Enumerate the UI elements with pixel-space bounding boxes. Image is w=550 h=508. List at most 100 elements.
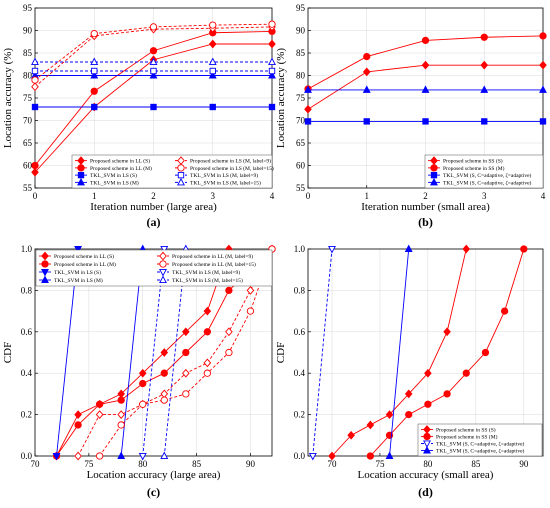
chart-d-legend-marker [423,432,431,441]
chart-c-x-axis-label: Location accuracy (large area) [87,469,221,481]
chart-c-legend-entry: TKL_SVM in LS (M, label=9) [172,269,240,276]
chart-c-series-6-point [160,245,169,254]
chart-d-legend-entry: Proposed scheme in SS (S) [436,427,496,434]
chart-d: 70 75 80 85 90 0.0 0.2 0.4 0.6 0.8 1.0 Location acc… [275,244,544,499]
chart-c-series-5 [95,245,276,460]
chart-b-legend-marker [430,164,438,172]
chart-a-series-0-point [268,39,276,49]
chart-a-ytick-label: 75 [23,93,33,103]
chart-c-series-7-point [160,451,169,460]
chart-a-series-0-point [208,39,217,49]
chart-a-series-1-point [31,161,39,170]
chart-c-legend-marker [159,260,167,268]
chart-b-series-2-point [304,118,312,125]
chart-b-xtick-label: 1 [365,191,370,201]
chart-c-series-1-point [160,369,168,377]
chart-a-legend-marker [77,177,85,186]
chart-d-legend-marker [423,440,431,448]
chart-d-y-axis-label: CDF [275,342,287,363]
chart-b-x-axis-label: Iteration number (small area) [361,201,490,213]
chart-c-series-0-point [160,348,169,357]
chart-d-ytick-label: 0.0 [294,451,306,461]
chart-c-xtick-label: 80 [138,459,148,469]
chart-d-series-1-point [462,369,470,377]
chart-c-legend-marker [41,268,49,277]
chart-d-legend-entry: TKL_SVM (S, C=adaptive, ζ=adaptive) [436,448,525,455]
chart-a-series-5-point [149,23,158,31]
chart-d-series-0-point [404,389,413,399]
chart-d-xtick-label: 80 [423,459,433,469]
chart-a-series-6-point [209,67,216,75]
chart-a-legend-marker [177,171,185,179]
chart-a-series-4-point [31,82,39,92]
chart-c-legend-marker [159,268,167,277]
chart-b-xtick-label: 3 [482,191,487,201]
chart-d-series-3-line [389,248,410,457]
chart-b-ytick-label: 55 [296,183,306,193]
chart-c-series-3-point [117,451,126,460]
chart-a-legend-entry: TKL_SVM in LS (M, label=15) [190,179,261,186]
chart-c-legend-box [35,249,273,287]
chart-c-legend-entry: TKL_SVM in LS (M) [54,277,103,284]
chart-a-series-2-point [91,103,98,111]
chart-b-series-2-point [422,118,429,125]
chart-d-series-2 [308,245,336,461]
chart-d-series-1-point [481,348,490,357]
chart-a-xtick-label: 0 [33,191,38,201]
chart-a-series-1-point [90,87,98,95]
chart-a-series-3-point [268,71,276,79]
chart-a-legend-entry: Proposed scheme in LL (S) [90,158,150,165]
chart-a-legend-entry: TKL_SVM in LS (S) [90,172,137,179]
chart-b-legend-marker [430,177,438,186]
chart-d-series-1-point [500,307,509,315]
chart-c-ytick-label: 0.6 [21,327,33,337]
chart-b-series-3-point [421,85,430,93]
chart-b-ytick-label: 90 [296,26,306,36]
chart-a-series-3-point [149,71,158,79]
chart-b-legend-box [424,154,544,189]
chart-d-legend-marker [423,446,431,454]
chart-d-series-0-point [328,451,336,461]
chart-d-series-0-point [366,420,375,430]
chart-c-series-5-point [160,396,168,404]
chart-c-legend: Proposed scheme in LL (S)Proposed scheme… [35,249,273,287]
chart-c-series-1-point [182,348,190,357]
chart-b-xtick-label: 2 [423,191,428,201]
chart-b-series-0-point [539,60,547,70]
chart-b-y-axis-label: Location accuracy (%) [275,48,287,148]
chart-b-series-1-point [480,33,488,41]
chart-a-legend-marker [177,177,185,186]
chart-d-series-3-point [404,244,413,253]
chart-d-legend-entry: TKL_SVM (S, C=adaptive, ζ=adaptive) [436,441,525,448]
chart-c-series-4-point [246,286,255,295]
chart-a-series-7-point [90,57,99,66]
chart-d-series-1 [366,245,528,460]
chart-b-series-2 [304,118,547,125]
chart-b-legend-marker [430,171,438,179]
chart-c-series-6-point [138,452,147,461]
chart-b-ytick-label: 60 [296,161,306,171]
chart-a-ytick-label: 70 [23,116,33,126]
chart-a-legend-marker [77,171,85,179]
chart-c-series-4-line [77,248,273,457]
chart-a-series-6-point [31,67,39,75]
chart-c-legend-entry: Proposed scheme in LL (S) [54,253,114,260]
chart-a-series-5-point [31,76,39,84]
chart-b-xtick-label: 0 [306,191,311,201]
chart-a-legend-entry: Proposed scheme in LL (M) [90,165,152,172]
chart-b-legend-entry: Proposed scheme in SS (M) [443,165,505,172]
chart-c-series-2-point [52,452,61,461]
chart-a-series-7-point [149,57,158,66]
chart-a-xtick-label: 4 [270,191,275,201]
chart-b: 0 1 2 3 4 55 60 65 70 75 80 85 90 95 Iteration number … [275,3,547,229]
chart-a-series-3-point [90,71,99,79]
chart-a-series-1-point [149,47,158,55]
chart-a-ytick-label: 65 [23,138,33,148]
chart-d-series-0-point [424,368,432,378]
chart-b-ytick-label: 65 [296,138,306,148]
chart-a-series-6-point [268,67,276,75]
chart-b-legend: Proposed scheme in SS (S)Proposed scheme… [424,154,544,189]
chart-b-series-1-point [421,36,430,45]
chart-d-series-0-point [385,410,394,419]
